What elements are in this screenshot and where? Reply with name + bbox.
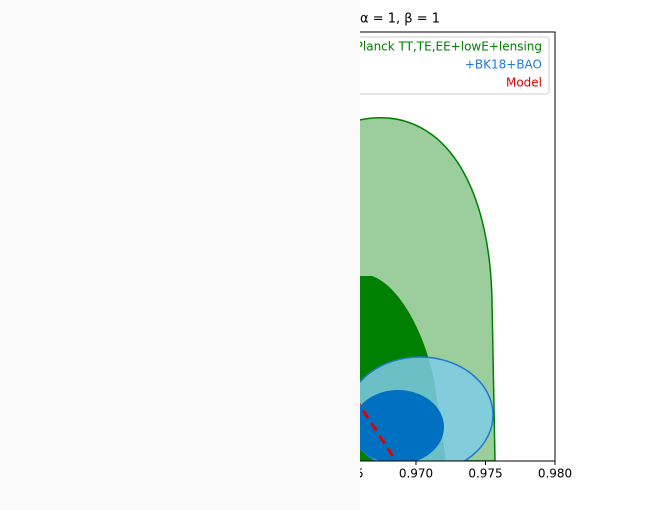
legend-label: Planck TT,TE,EE+lowE+lensing [356,40,542,54]
x-tick-label: 0.970 [399,467,433,481]
chart-title: α = 1, β = 1 [360,12,440,27]
cover-panel [0,0,360,510]
model-line [353,397,398,461]
x-tick-label: 0.975 [468,467,502,481]
contour-inner-blue [352,390,444,461]
x-tick-label: 0.980 [538,467,572,481]
legend-label: Model [506,76,542,90]
legend-label: +BK18+BAO [465,58,542,72]
